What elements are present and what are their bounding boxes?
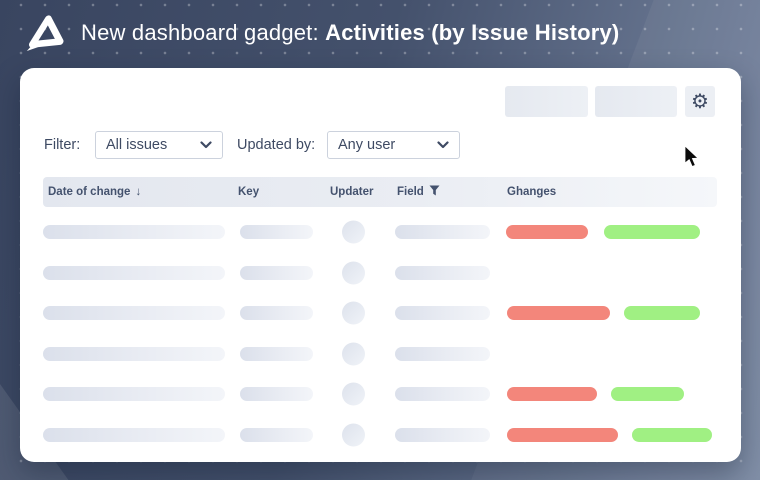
change-added-pill	[624, 306, 700, 321]
filter-label: Filter:	[44, 137, 81, 153]
table-row	[20, 374, 741, 415]
column-label: Key	[238, 186, 260, 198]
table-row	[20, 293, 741, 334]
column-label: Ghanges	[507, 186, 557, 198]
column-label: Field	[397, 186, 424, 198]
field-skeleton	[395, 265, 490, 280]
field-skeleton	[395, 387, 490, 402]
chevron-down-icon	[437, 141, 449, 149]
filter-funnel-icon	[429, 185, 440, 196]
date-skeleton	[43, 427, 225, 442]
key-skeleton	[240, 427, 313, 442]
change-removed-pill	[506, 225, 588, 240]
updater-avatar	[342, 301, 365, 325]
change-removed-pill	[507, 427, 618, 442]
updater-avatar	[342, 382, 365, 406]
table-row	[20, 415, 741, 456]
field-skeleton	[395, 427, 490, 442]
column-header-updater: Updater	[330, 177, 373, 207]
change-added-pill	[632, 427, 712, 442]
column-header-field[interactable]: Field	[397, 177, 440, 207]
updated-by-label: Updated by:	[237, 137, 316, 153]
page-title-emphasis: Activities (by Issue History)	[325, 20, 620, 45]
gear-icon: ⚙	[691, 90, 709, 113]
toolbar-skeleton-button-1[interactable]	[505, 86, 588, 117]
date-skeleton	[43, 387, 225, 402]
field-skeleton	[395, 306, 490, 321]
field-skeleton	[395, 225, 490, 240]
filter-select-value: All issues	[106, 137, 168, 153]
updater-avatar	[342, 423, 365, 447]
column-label: Date of change	[48, 186, 131, 198]
page-title-prefix: New dashboard gadget:	[81, 20, 326, 45]
column-header-changes: Ghanges	[507, 177, 556, 207]
filter-select[interactable]: All issues	[95, 131, 223, 159]
change-added-pill	[604, 225, 700, 240]
table-row	[20, 212, 741, 253]
table-row	[20, 334, 741, 375]
column-label: Updater	[330, 186, 374, 198]
date-skeleton	[43, 225, 225, 240]
updater-avatar	[342, 342, 365, 366]
key-skeleton	[240, 306, 313, 321]
table-body	[20, 212, 741, 455]
updater-avatar	[342, 261, 365, 285]
table-header-bar	[43, 177, 717, 207]
triangle-logo-icon	[26, 15, 64, 52]
sort-descending-icon: ↓	[135, 186, 142, 198]
title-bar: New dashboard gadget: Activities (by Iss…	[0, 0, 760, 66]
key-skeleton	[240, 346, 313, 361]
key-skeleton	[240, 387, 313, 402]
date-skeleton	[43, 306, 225, 321]
page-title: New dashboard gadget: Activities (by Iss…	[81, 20, 619, 46]
change-added-pill	[611, 387, 684, 402]
updated-by-select-value: Any user	[338, 137, 396, 153]
table-row	[20, 253, 741, 294]
updater-avatar	[342, 220, 365, 244]
date-skeleton	[43, 265, 225, 280]
settings-button[interactable]: ⚙	[685, 86, 715, 117]
key-skeleton	[240, 225, 313, 240]
change-removed-pill	[507, 306, 610, 321]
date-skeleton	[43, 346, 225, 361]
change-removed-pill	[507, 387, 597, 402]
updated-by-select[interactable]: Any user	[327, 131, 460, 159]
gadget-card: ⚙ Filter: All issues Updated by: Any use…	[20, 68, 741, 462]
field-skeleton	[395, 346, 490, 361]
chevron-down-icon	[200, 141, 212, 149]
toolbar-skeleton-button-2[interactable]	[595, 86, 677, 117]
column-header-key: Key	[238, 177, 259, 207]
column-header-date-of-change[interactable]: Date of change ↓	[48, 177, 141, 207]
key-skeleton	[240, 265, 313, 280]
